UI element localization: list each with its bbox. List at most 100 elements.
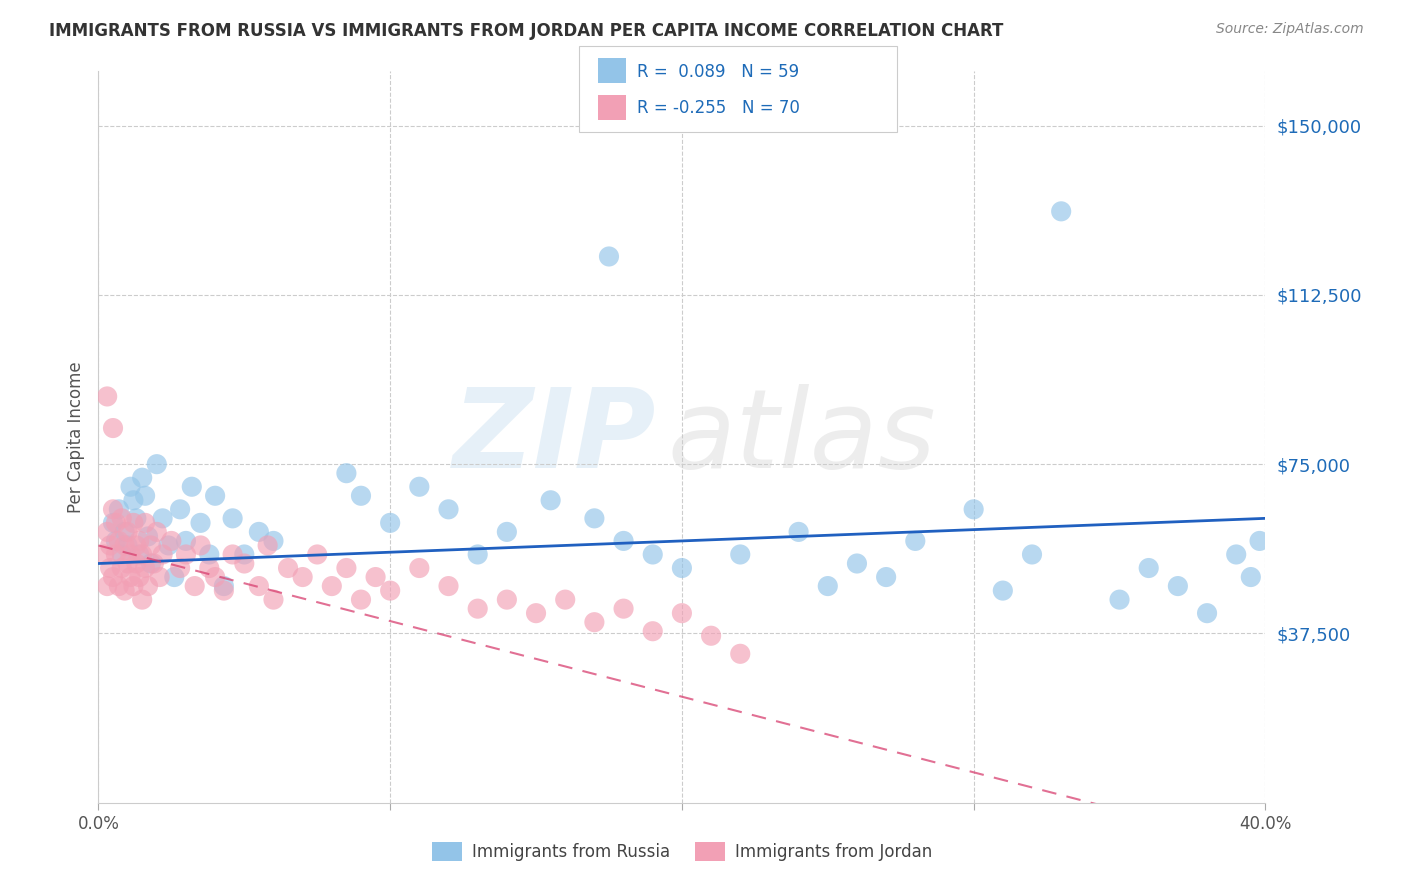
Point xyxy=(139,557,162,571)
Point xyxy=(117,524,139,539)
Point xyxy=(962,502,984,516)
Point xyxy=(1195,606,1218,620)
Point xyxy=(174,533,197,548)
Point xyxy=(104,548,127,562)
Point xyxy=(350,592,373,607)
Point xyxy=(496,524,519,539)
Point xyxy=(108,502,131,516)
Point xyxy=(467,548,489,562)
Point xyxy=(111,561,134,575)
Point xyxy=(111,511,134,525)
Text: R =  0.089   N = 59: R = 0.089 N = 59 xyxy=(637,62,799,80)
Point xyxy=(169,502,191,516)
Point xyxy=(437,502,460,516)
Point xyxy=(641,548,664,562)
Point xyxy=(335,561,357,575)
Point xyxy=(104,533,127,548)
Point xyxy=(1137,561,1160,575)
Point xyxy=(134,561,156,575)
Point xyxy=(96,579,118,593)
Point xyxy=(247,524,270,539)
Point xyxy=(131,548,153,562)
Point xyxy=(787,524,810,539)
Point xyxy=(350,489,373,503)
Point xyxy=(277,561,299,575)
Point xyxy=(524,606,547,620)
Point xyxy=(233,548,256,562)
Point xyxy=(321,579,343,593)
Point xyxy=(233,557,256,571)
Point xyxy=(149,570,172,584)
Point xyxy=(204,489,226,503)
Point xyxy=(96,389,118,403)
Point xyxy=(98,538,121,552)
Point xyxy=(142,557,165,571)
Text: ZIP: ZIP xyxy=(453,384,657,491)
Point xyxy=(437,579,460,593)
Point xyxy=(554,592,576,607)
Point xyxy=(212,583,235,598)
Point xyxy=(730,647,752,661)
Point xyxy=(291,570,314,584)
Point xyxy=(183,579,205,593)
Point xyxy=(262,592,284,607)
Point xyxy=(134,489,156,503)
Point xyxy=(1021,548,1043,562)
Point xyxy=(122,579,145,593)
Point xyxy=(598,250,620,264)
Text: atlas: atlas xyxy=(668,384,936,491)
Point xyxy=(262,533,284,548)
Point xyxy=(98,561,121,575)
Point xyxy=(146,457,169,471)
Point xyxy=(307,548,329,562)
Point xyxy=(540,493,562,508)
Point xyxy=(128,548,150,562)
Point xyxy=(139,538,162,552)
Point xyxy=(180,480,202,494)
Point xyxy=(128,533,150,548)
Point xyxy=(114,583,136,598)
Point xyxy=(190,538,212,552)
Point xyxy=(991,583,1014,598)
Point xyxy=(247,579,270,593)
Point xyxy=(204,570,226,584)
Point xyxy=(117,538,139,552)
Point xyxy=(700,629,723,643)
Point xyxy=(108,579,131,593)
Point xyxy=(467,601,489,615)
Point xyxy=(190,516,212,530)
Point xyxy=(152,548,174,562)
Point xyxy=(904,533,927,548)
Point xyxy=(136,579,159,593)
Point xyxy=(408,480,430,494)
Point xyxy=(221,511,243,525)
Point xyxy=(1050,204,1073,219)
Point xyxy=(1240,570,1263,584)
Point xyxy=(256,538,278,552)
Point xyxy=(335,466,357,480)
Point xyxy=(101,570,124,584)
Point xyxy=(198,561,221,575)
Point xyxy=(817,579,839,593)
Point xyxy=(122,516,145,530)
Point xyxy=(212,579,235,593)
Point xyxy=(134,516,156,530)
Point xyxy=(612,601,634,615)
Point xyxy=(93,548,115,562)
Point xyxy=(120,480,142,494)
Point xyxy=(198,548,221,562)
Point xyxy=(108,533,131,548)
Y-axis label: Per Capita Income: Per Capita Income xyxy=(66,361,84,513)
Point xyxy=(160,533,183,548)
Point xyxy=(380,516,402,530)
Point xyxy=(364,570,387,584)
Point xyxy=(671,606,693,620)
Point xyxy=(125,557,148,571)
Point xyxy=(1225,548,1247,562)
Point xyxy=(146,524,169,539)
Point xyxy=(408,561,430,575)
Text: IMMIGRANTS FROM RUSSIA VS IMMIGRANTS FROM JORDAN PER CAPITA INCOME CORRELATION C: IMMIGRANTS FROM RUSSIA VS IMMIGRANTS FRO… xyxy=(49,22,1004,40)
Point xyxy=(496,592,519,607)
Point xyxy=(131,592,153,607)
Point xyxy=(125,511,148,525)
